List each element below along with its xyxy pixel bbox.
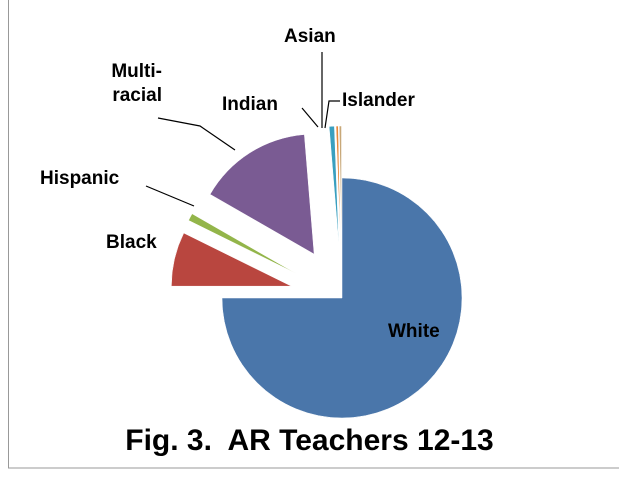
leader-line	[301, 107, 319, 128]
leader-line	[157, 117, 236, 151]
leader-line	[145, 185, 195, 207]
frame	[8, 0, 619, 469]
pie-slice	[221, 177, 463, 419]
pie-slice	[209, 134, 315, 255]
pie-slice	[188, 213, 297, 274]
pie-slice	[328, 125, 340, 247]
pie-slice	[335, 125, 341, 247]
chart-title: Fig. 3. AR Teachers 12-13	[125, 424, 494, 457]
slice-label: Indian	[222, 94, 278, 115]
leader-line	[324, 100, 340, 129]
pie-slice	[338, 125, 342, 247]
slice-label: Black	[106, 232, 157, 253]
leader-lines	[145, 52, 340, 207]
slice-label: Multi-racial	[111, 61, 162, 106]
slice-label: White	[388, 321, 440, 342]
slice-label: Hispanic	[40, 168, 120, 189]
slice-label: Islander	[342, 90, 415, 111]
pie-slice	[171, 232, 292, 287]
slice-label: Asian	[284, 26, 336, 47]
